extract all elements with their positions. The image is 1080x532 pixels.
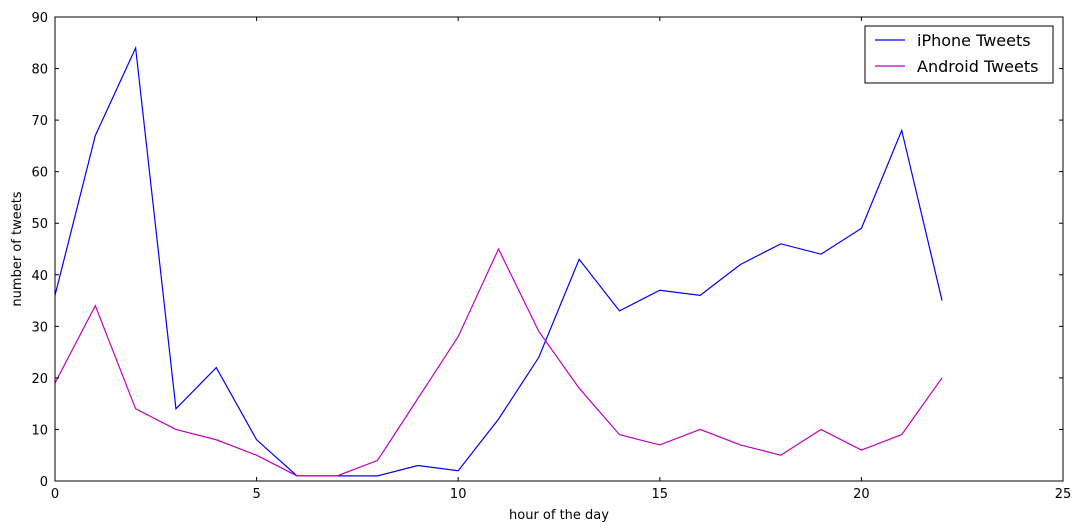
y-tick-label: 70 — [31, 114, 48, 129]
legend-box — [864, 25, 1054, 84]
y-axis-label: number of tweets — [10, 191, 25, 306]
y-tick-label: 30 — [31, 320, 48, 335]
y-tick-label: 10 — [31, 423, 48, 438]
y-tick-label: 50 — [31, 217, 48, 232]
series-line-android-tweets — [54, 247, 943, 477]
series-line-iphone-tweets — [54, 45, 943, 477]
legend-label-iphone: iPhone Tweets — [917, 31, 1031, 50]
x-tick-label: 10 — [450, 487, 467, 502]
x-tick-label: 0 — [51, 487, 59, 502]
legend-label-android: Android Tweets — [917, 57, 1038, 76]
legend: iPhone Tweets Android Tweets — [864, 25, 1054, 84]
tick-layer: 0 5 10 15 20 25 0 10 20 30 40 50 60 70 80 90 — [31, 11, 1071, 502]
x-tick-label: 25 — [1055, 487, 1072, 502]
y-tick-label: 40 — [31, 269, 48, 284]
series-layer — [54, 45, 943, 477]
y-tick-label: 80 — [31, 63, 48, 78]
plot-area-frame — [54, 16, 1064, 482]
y-tick-label: 20 — [31, 372, 48, 387]
y-tick-label: 0 — [40, 475, 48, 490]
x-tick-label: 20 — [853, 487, 870, 502]
y-tick-label: 90 — [31, 11, 48, 26]
y-tick-label: 60 — [31, 166, 48, 181]
x-axis-label: hour of the day — [509, 508, 609, 523]
x-tick-label: 5 — [252, 487, 260, 502]
x-tick-label: 15 — [652, 487, 669, 502]
